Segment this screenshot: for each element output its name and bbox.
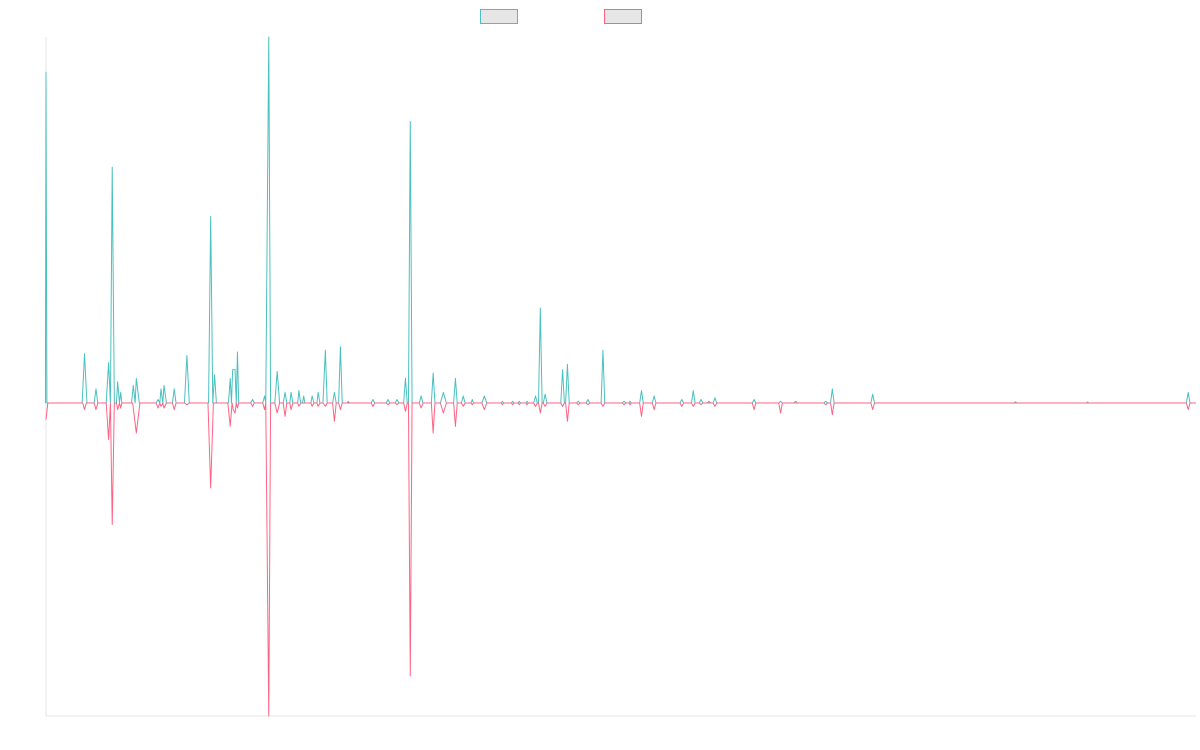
series-layer xyxy=(44,36,1196,717)
legend-swatch-series-1 xyxy=(480,9,518,24)
chart-legend xyxy=(0,9,1200,27)
legend-item-series-2[interactable] xyxy=(604,9,648,24)
series-line-2[interactable] xyxy=(45,402,1196,717)
legend-swatch-series-2 xyxy=(604,9,642,24)
legend-item-series-1[interactable] xyxy=(480,9,524,24)
series-line-1[interactable] xyxy=(44,36,1196,404)
